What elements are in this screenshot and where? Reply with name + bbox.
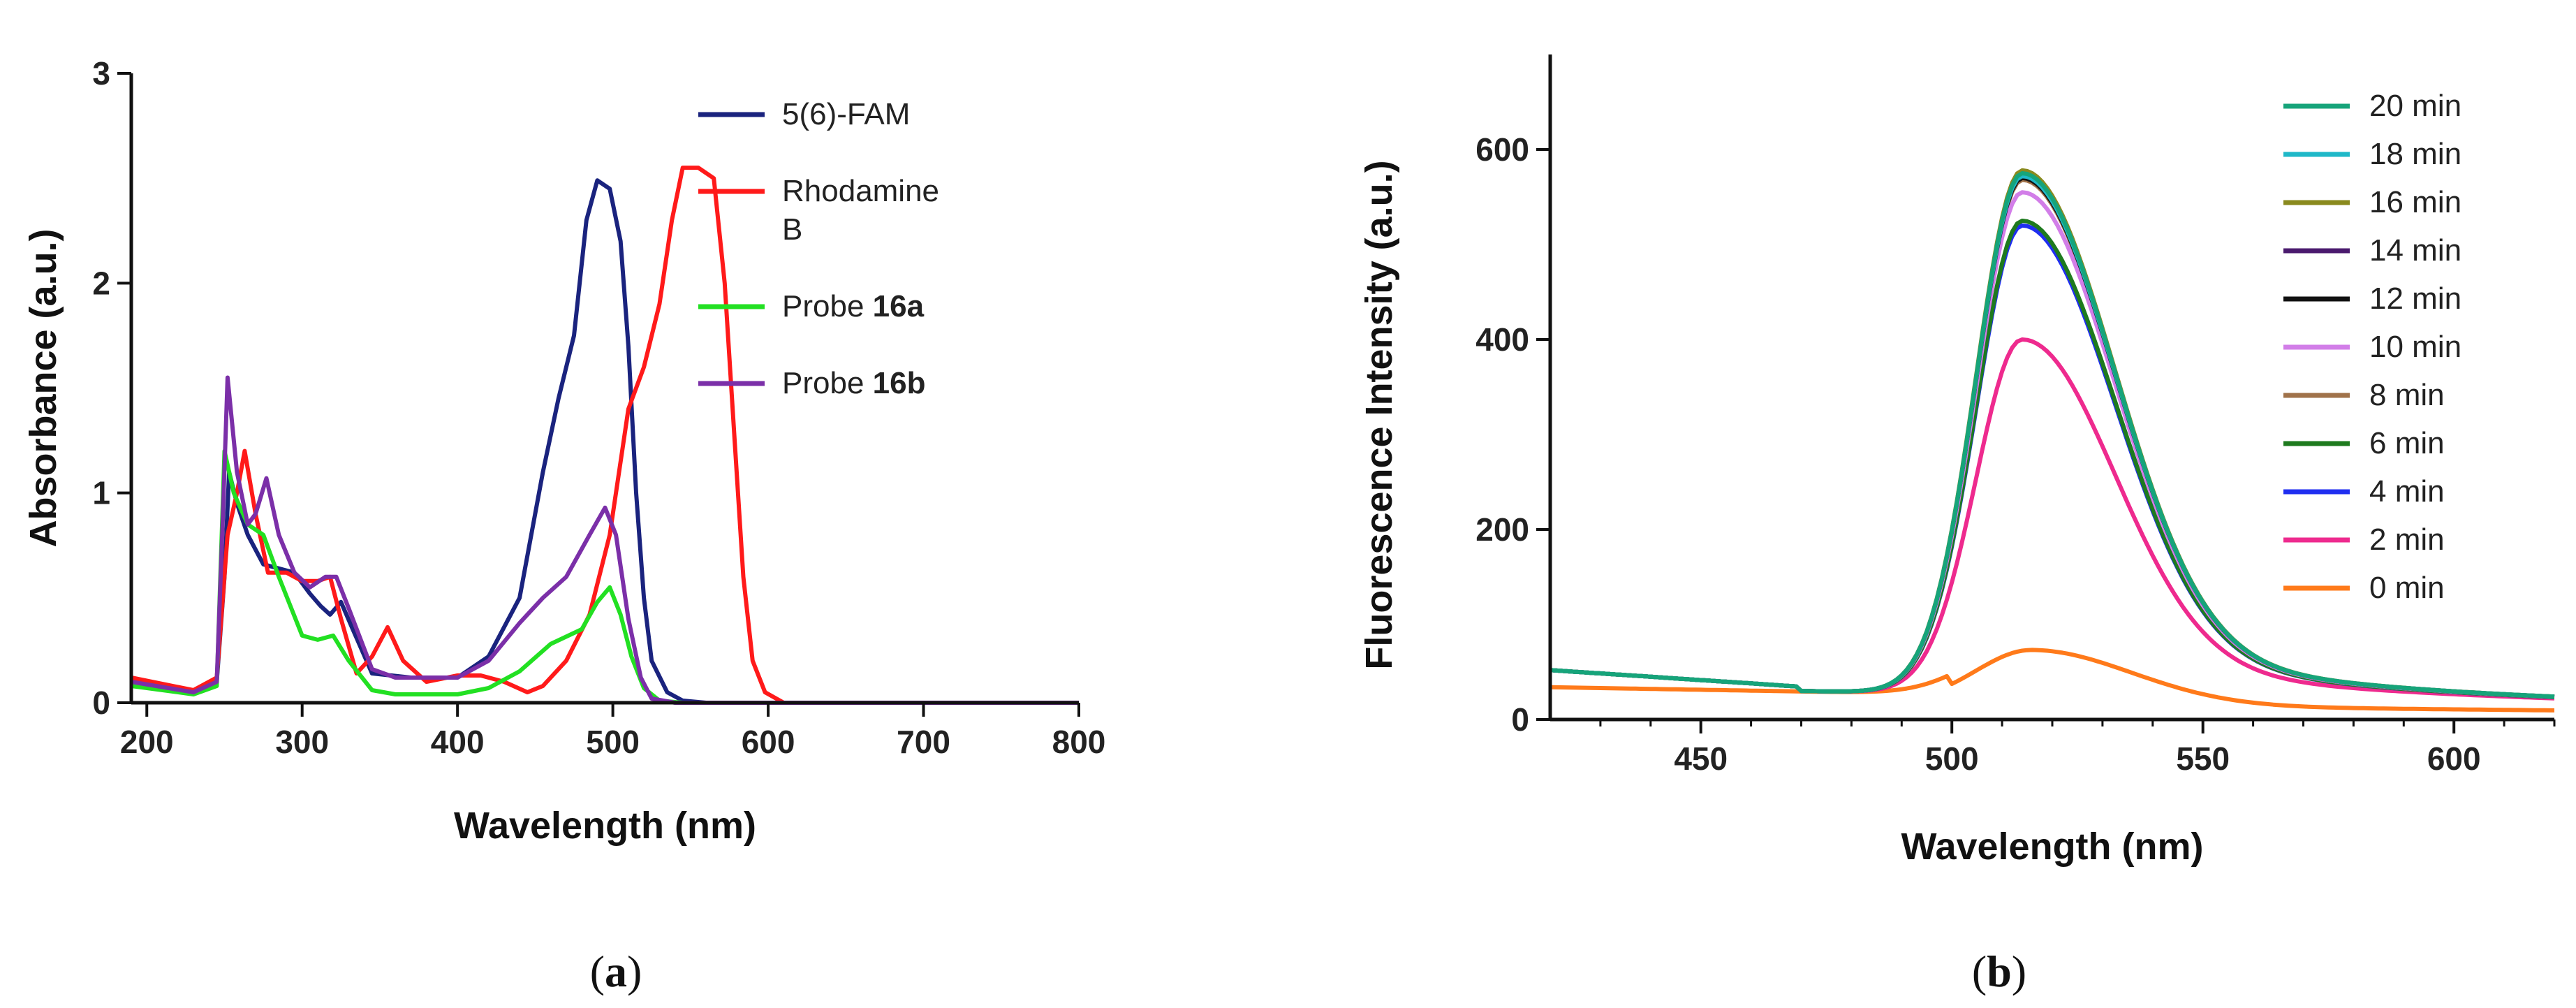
panel-b-label-open: (	[1972, 947, 1987, 996]
panel-a-absorbance-chart: 0 1 2 3 200 300 400 500 600 700 800 5(6)-FAM Rhodam…	[22, 55, 1105, 847]
panel-a-series-lines	[131, 166, 1079, 705]
legend-label: 16 min	[2369, 185, 2461, 219]
x-tick-label: 450	[1674, 740, 1728, 777]
x-tick-label: 500	[1925, 740, 1979, 777]
y-tick-label: 3	[92, 55, 110, 92]
legend-label: 5(6)-FAM	[782, 97, 910, 131]
panel-b-x-axis-title: Wavelength (nm)	[1901, 826, 2203, 868]
panel-b-legend: 20 min 18 min 16 min 14 min 12 min 10 min 8 mi…	[2283, 89, 2461, 605]
series-line-20-min	[1550, 171, 2555, 699]
panel-b-label: (b)	[1972, 947, 2026, 996]
panel-b-label-letter: b	[1987, 947, 2012, 996]
panel-b-fluorescence-chart: 0 200 400 600 450 500 550 600 20 min 18 min 16 mi…	[1358, 54, 2556, 868]
y-tick-label: 400	[1475, 321, 1529, 358]
legend-label: Probe 16a	[782, 289, 925, 323]
panel-a-label-open: (	[590, 947, 605, 996]
legend-label: 8 min	[2369, 378, 2445, 412]
x-tick-label: 600	[742, 724, 795, 760]
x-tick-label: 800	[1052, 724, 1106, 760]
legend-label: Rhodamine	[782, 174, 939, 208]
legend-label: 2 min	[2369, 523, 2445, 557]
y-tick-label: 2	[92, 265, 110, 301]
x-tick-label: 600	[2427, 740, 2481, 777]
panel-a-y-axis-title: Absorbance (a.u.)	[22, 228, 64, 547]
y-tick-label: 0	[1511, 701, 1529, 738]
y-tick-label: 600	[1475, 131, 1529, 168]
series-line-probe-16a	[131, 448, 1079, 705]
x-tick-label: 500	[586, 724, 640, 760]
legend-label: B	[782, 212, 802, 247]
panel-a-label-close: )	[627, 947, 642, 996]
legend-label: 18 min	[2369, 137, 2461, 171]
panel-b-series-lines	[1550, 168, 2555, 713]
y-tick-label: 0	[92, 685, 110, 721]
x-tick-label: 700	[897, 724, 950, 760]
series-line-rhodamine-b	[131, 166, 1079, 705]
series-line-probe-16b	[131, 375, 1079, 705]
legend-label: 0 min	[2369, 571, 2445, 605]
panel-b-axes: 0 200 400 600 450 500 550 600	[1475, 54, 2556, 777]
legend-label: Probe 16b	[782, 366, 925, 400]
panel-a-legend: 5(6)-FAM Rhodamine B Probe 16a Probe 16b	[698, 97, 939, 400]
panel-a-axes: 0 1 2 3 200 300 400 500 600 700 800	[92, 55, 1105, 760]
legend-label: 14 min	[2369, 233, 2461, 268]
panel-a-label: (a)	[590, 947, 642, 996]
x-tick-label: 550	[2176, 740, 2230, 777]
panel-b-label-close: )	[2012, 947, 2026, 996]
panel-a-label-letter: a	[605, 947, 627, 996]
panel-a-x-axis-title: Wavelength (nm)	[454, 805, 756, 847]
series-line-0-min	[1550, 648, 2554, 713]
panel-b-y-axis-title: Fluorescence Intensity (a.u.)	[1358, 160, 1400, 669]
x-tick-label: 400	[431, 724, 485, 760]
legend-label: 10 min	[2369, 330, 2461, 364]
legend-label: 4 min	[2369, 474, 2445, 509]
y-tick-label: 1	[92, 475, 110, 511]
x-tick-label: 300	[275, 724, 329, 760]
x-tick-label: 200	[120, 724, 174, 760]
legend-label: 6 min	[2369, 426, 2445, 460]
legend-label: 12 min	[2369, 282, 2461, 316]
legend-label: 20 min	[2369, 89, 2461, 123]
y-tick-label: 200	[1475, 511, 1529, 548]
